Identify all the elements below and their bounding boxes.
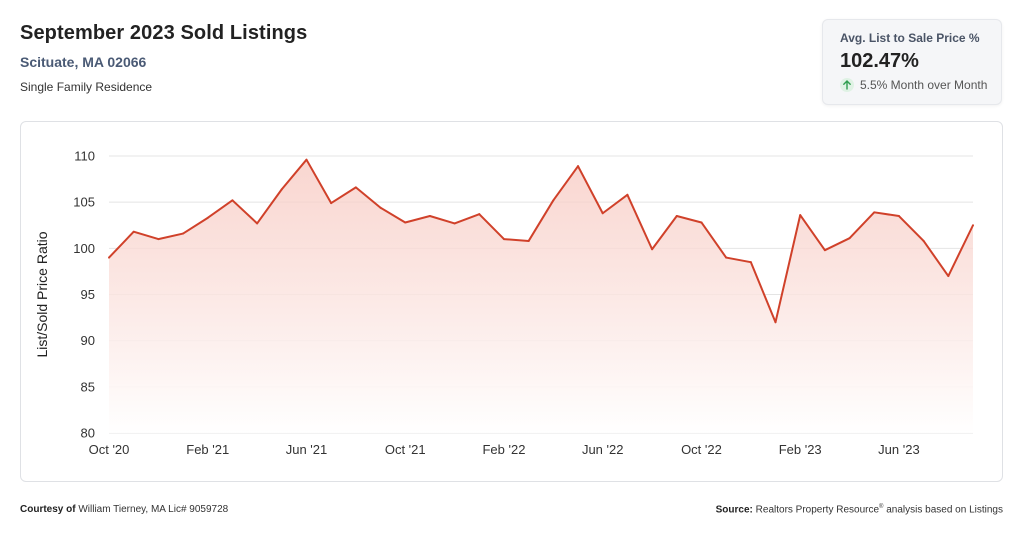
y-tick-label: 110 <box>74 149 95 164</box>
chart-card: 80 85 90 95 100 105 110 Oct '20 Feb '21 Jun '21 O… <box>20 121 1003 482</box>
source-label: Source: <box>715 504 753 516</box>
x-tick-label: Oct '20 <box>89 442 130 457</box>
x-tick-label: Feb '22 <box>482 442 525 457</box>
data-point <box>922 239 925 242</box>
data-point <box>552 199 555 202</box>
data-point <box>725 256 728 259</box>
data-point <box>972 224 974 227</box>
ratio-series-line <box>108 158 974 324</box>
location-subtitle: Scituate, MA 02066 <box>20 54 147 70</box>
x-tick-label: Feb '21 <box>186 442 229 457</box>
data-point <box>947 275 950 278</box>
data-point <box>132 230 135 233</box>
data-point <box>404 221 407 224</box>
data-point <box>108 256 110 259</box>
data-points <box>108 158 974 324</box>
data-point <box>675 215 678 218</box>
kpi-card: Avg. List to Sale Price % 102.47% 5.5% M… <box>822 19 1002 105</box>
data-point <box>873 211 876 214</box>
x-tick-label: Jun '21 <box>286 442 328 457</box>
data-point <box>478 213 481 216</box>
source-text-tail: analysis based on Listings <box>883 504 1003 516</box>
y-tick-label: 100 <box>73 241 95 256</box>
page-title: September 2023 Sold Listings <box>20 22 308 44</box>
data-point <box>305 158 308 161</box>
y-axis-ticks: 80 85 90 95 100 105 110 <box>73 149 95 441</box>
data-point <box>651 248 654 251</box>
data-point <box>601 212 604 215</box>
x-axis-ticks: Oct '20 Feb '21 Jun '21 Oct '21 Feb '22 Jun '… <box>89 442 920 457</box>
data-point <box>280 188 283 191</box>
y-tick-label: 95 <box>81 287 95 302</box>
source-text: Realtors Property Resource <box>755 504 880 516</box>
data-point <box>577 165 580 168</box>
footer-source: Source: Realtors Property Resource® anal… <box>716 504 1003 515</box>
y-tick-label: 85 <box>81 379 95 394</box>
data-point <box>848 237 851 240</box>
data-point <box>823 249 826 252</box>
data-point <box>428 215 431 218</box>
property-type-label: Single Family Residence <box>20 80 153 94</box>
footer-courtesy: Courtesy of William Tierney, MA Lic# 905… <box>20 504 228 515</box>
data-point <box>157 238 160 241</box>
x-tick-label: Oct '22 <box>681 442 722 457</box>
x-tick-label: Oct '21 <box>385 442 426 457</box>
y-tick-label: 90 <box>81 333 95 348</box>
data-point <box>453 222 456 225</box>
courtesy-text: William Tierney, MA Lic# 9059728 <box>78 504 229 515</box>
kpi-change: 5.5% Month over Month <box>840 78 1001 92</box>
kpi-change-text: 5.5% Month over Month <box>860 78 988 92</box>
kpi-label: Avg. List to Sale Price % <box>840 31 980 45</box>
y-tick-label: 80 <box>81 426 95 441</box>
data-point <box>379 206 382 209</box>
data-point <box>354 186 357 189</box>
data-point <box>774 321 777 324</box>
y-axis-label: List/Sold Price Ratio <box>34 231 50 357</box>
data-point <box>182 232 185 235</box>
x-tick-label: Jun '23 <box>878 442 920 457</box>
kpi-value: 102.47% <box>840 50 919 72</box>
x-tick-label: Feb '23 <box>779 442 822 457</box>
data-point <box>206 216 209 219</box>
y-tick-label: 105 <box>73 195 95 210</box>
courtesy-label: Courtesy of <box>20 504 76 515</box>
data-point <box>231 199 234 202</box>
data-point <box>626 193 629 196</box>
data-point <box>799 214 802 217</box>
ratio-area-fill <box>109 159 973 433</box>
data-point <box>330 202 333 205</box>
data-point <box>700 221 703 224</box>
data-point <box>256 222 259 225</box>
arrow-up-icon <box>840 78 854 92</box>
x-tick-label: Jun '22 <box>582 442 624 457</box>
data-point <box>527 239 530 242</box>
registered-mark: ® <box>879 504 884 510</box>
data-point <box>749 261 752 264</box>
header: September 2023 Sold Listings Scituate, M… <box>20 22 307 94</box>
data-point <box>502 238 505 241</box>
data-point <box>897 215 900 218</box>
